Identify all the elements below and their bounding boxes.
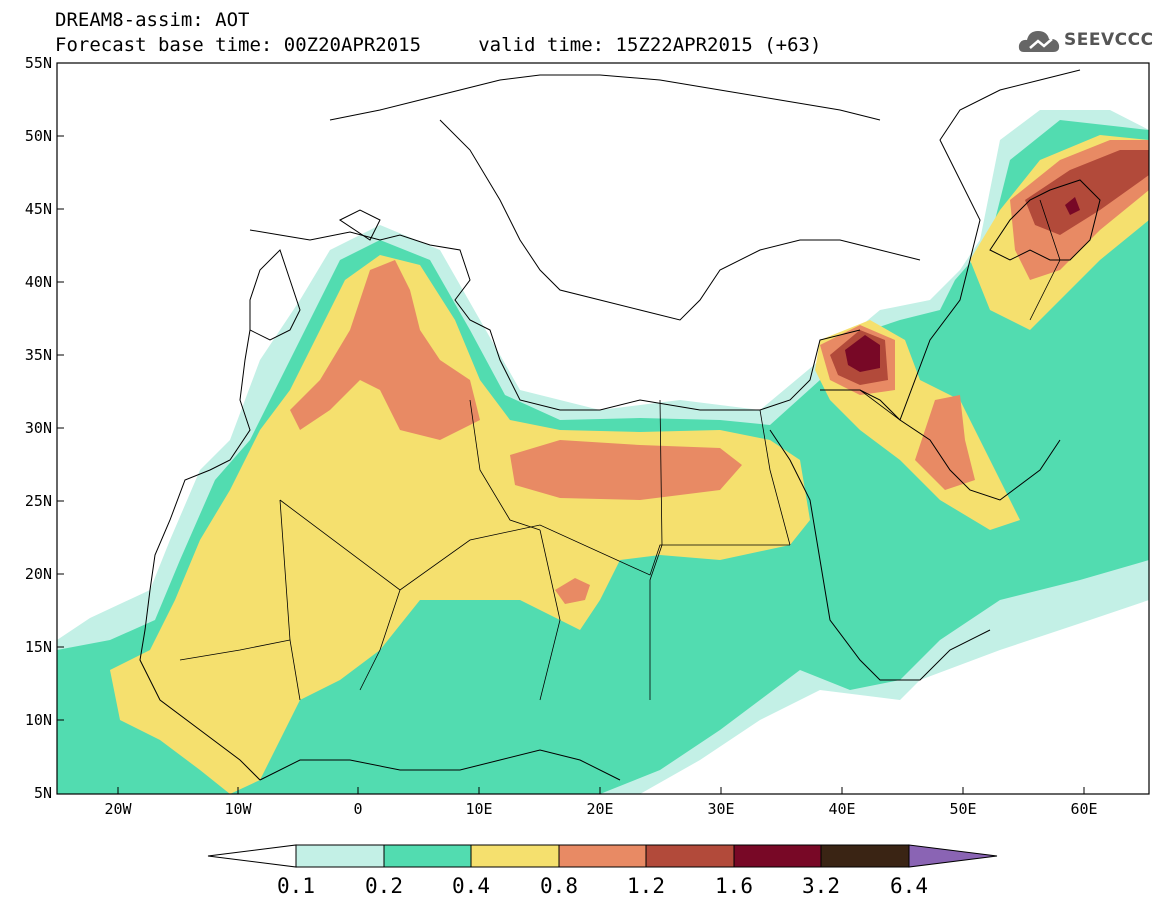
tick-marks <box>57 135 1085 794</box>
aot-contour-1.6-iraq <box>845 335 880 372</box>
map-title: DREAM8-assim: AOT <box>55 9 250 31</box>
colorbar-labels: 0.1 0.2 0.4 0.8 1.2 1.6 3.2 6.4 <box>277 874 928 898</box>
aot-contour-1.2-caspian <box>1025 150 1149 235</box>
country-borders <box>179 199 1061 701</box>
lon-tick-label: 30E <box>707 800 734 818</box>
aot-contour-0.8-libya <box>510 440 742 500</box>
lon-tick-label: 20W <box>104 800 132 818</box>
aot-contour-0.8-chad <box>555 578 590 604</box>
colorbar-label: 3.2 <box>802 874 840 898</box>
colorbar-label: 6.4 <box>890 874 928 898</box>
colorbar-segment <box>558 844 647 868</box>
colorbar-segment <box>470 844 560 868</box>
colorbar-low-arrow <box>207 844 297 868</box>
forecast-time-subtitle: Forecast base time: 00Z20APR2015 valid t… <box>55 34 822 56</box>
aot-contour-0.8 <box>290 260 480 440</box>
lon-tick-label: 20E <box>586 800 613 818</box>
colorbar-high-arrow <box>908 844 998 868</box>
coastlines <box>139 69 1101 781</box>
lat-tick-label: 40N <box>25 273 52 291</box>
lat-axis: 55N 50N 45N 40N 35N 30N 25N 20N 15N 10N … <box>25 54 52 802</box>
aot-contour-0.4 <box>110 255 810 794</box>
colorbar-label: 0.1 <box>277 874 315 898</box>
colorbar-label: 0.8 <box>540 874 578 898</box>
colorbar-label: 1.2 <box>627 874 665 898</box>
lat-tick-label: 45N <box>25 200 52 218</box>
aot-field <box>57 63 1149 794</box>
lat-tick-label: 35N <box>25 346 52 364</box>
lon-tick-label: 0 <box>353 800 362 818</box>
lat-tick-label: 25N <box>25 492 52 510</box>
colorbar-segment <box>733 844 822 868</box>
cloud-icon <box>1018 31 1060 52</box>
aot-contour-0.8-gulf <box>915 395 975 490</box>
aot-contour-1.6-caspian <box>1065 197 1080 215</box>
lat-tick-label: 20N <box>25 565 52 583</box>
logo-text: SEEVCCC <box>1064 30 1154 50</box>
lon-tick-label: 50E <box>949 800 976 818</box>
lat-tick-label: 30N <box>25 419 52 437</box>
seevccc-logo: SEEVCCC <box>1018 24 1158 58</box>
colorbar-segment <box>383 844 472 868</box>
colorbar-label: 0.2 <box>365 874 403 898</box>
lat-tick-label: 50N <box>25 127 52 145</box>
colorbar-segment <box>295 844 385 868</box>
colorbar-segment <box>645 844 735 868</box>
lon-tick-label: 40E <box>828 800 855 818</box>
colorbar-segment <box>820 844 910 868</box>
colorbar <box>207 844 998 868</box>
colorbar-label: 1.6 <box>715 874 753 898</box>
lon-tick-label: 10W <box>224 800 252 818</box>
lon-tick-label: 10E <box>465 800 492 818</box>
lat-tick-label: 55N <box>25 54 52 72</box>
lon-axis: 20W 10W 0 10E 20E 30E 40E 50E 60E <box>104 800 1097 818</box>
lat-tick-label: 10N <box>25 711 52 729</box>
colorbar-label: 0.4 <box>452 874 490 898</box>
lon-tick-label: 60E <box>1070 800 1097 818</box>
lat-tick-label: 15N <box>25 638 52 656</box>
lat-tick-label: 5N <box>34 784 52 802</box>
